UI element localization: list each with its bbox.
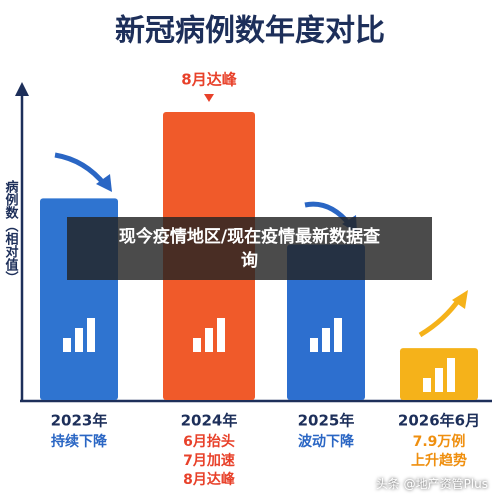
- banner-line: 现今疫情地区/现在疫情最新数据查: [118, 226, 381, 247]
- banner: 现今疫情地区/现在疫情最新数据查 询: [67, 217, 432, 280]
- bar-icon: [322, 328, 330, 352]
- x-tick-label: 2023年: [51, 412, 108, 430]
- x-tick-label: 2024年: [181, 412, 238, 430]
- bar-icon: [423, 378, 431, 392]
- x-sublabel: 上升趋势: [411, 452, 467, 469]
- annotation: 8月达峰: [181, 71, 237, 89]
- x-sublabel: 8月达峰: [183, 471, 236, 488]
- bar-icon: [87, 318, 95, 352]
- bar-icon: [205, 328, 213, 352]
- x-tick-label: 2025年: [298, 412, 355, 430]
- y-axis-arrow: [15, 82, 29, 96]
- x-sublabel: 波动下降: [298, 433, 355, 450]
- bar-icon: [447, 358, 455, 392]
- x-sublabel: 7.9万例: [413, 433, 466, 450]
- bar-icon: [75, 328, 83, 352]
- bar-icon: [334, 318, 342, 352]
- bar-icon: [435, 368, 443, 392]
- bar-icon: [217, 318, 225, 352]
- x-sublabel: 6月抬头: [183, 433, 235, 450]
- annotation-arrow: [204, 94, 214, 102]
- y-axis-label: 病例数（相对值）: [3, 179, 20, 284]
- trend-arrow-head: [452, 290, 468, 309]
- bar-icon: [63, 338, 71, 352]
- banner-line: 询: [241, 250, 258, 271]
- trend-arrow: [418, 296, 463, 338]
- watermark: 头条 @地产资管Plus: [375, 477, 488, 491]
- x-sublabel: 7月加速: [183, 452, 235, 469]
- bar: [287, 244, 365, 400]
- bar-icon: [193, 338, 201, 352]
- x-tick-label: 2026年6月: [398, 412, 480, 430]
- x-sublabel: 持续下降: [51, 433, 108, 450]
- chart-title: 新冠病例数年度对比: [115, 14, 385, 49]
- trend-arrow-head: [96, 174, 112, 192]
- trend-arrow: [54, 152, 107, 187]
- bar-icon: [310, 338, 318, 352]
